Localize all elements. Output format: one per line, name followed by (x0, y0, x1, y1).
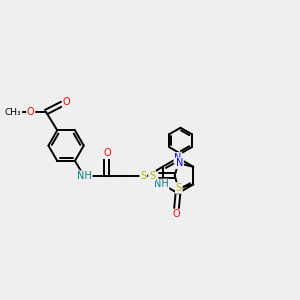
Text: CH₃: CH₃ (5, 107, 21, 116)
Text: O: O (63, 97, 70, 107)
Text: O: O (173, 209, 180, 220)
Text: NH: NH (77, 171, 92, 181)
Text: S: S (140, 171, 146, 181)
Text: O: O (103, 148, 111, 158)
Text: N: N (174, 153, 182, 163)
Text: S: S (176, 183, 182, 193)
Text: O: O (27, 107, 34, 117)
Text: S: S (149, 171, 155, 181)
Text: N: N (176, 158, 183, 168)
Text: NH: NH (154, 179, 169, 189)
